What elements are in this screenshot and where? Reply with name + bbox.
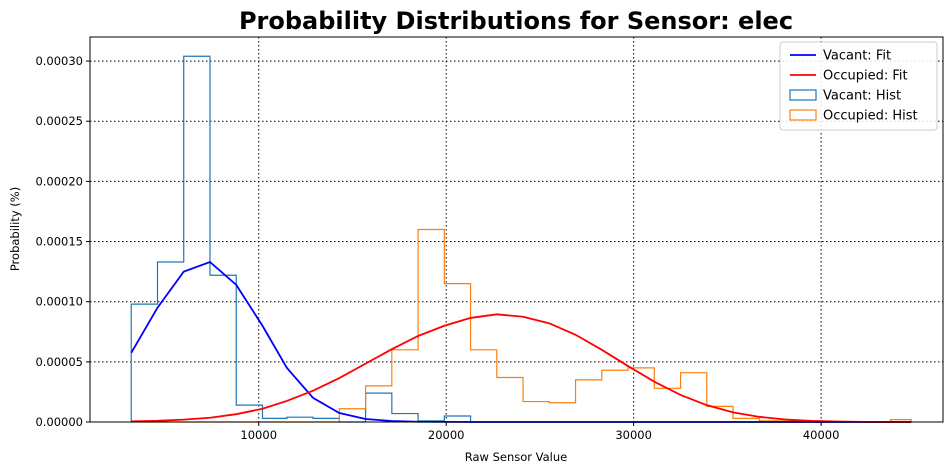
histogram-occupied-hist	[131, 228, 912, 423]
x-axis-ticks: 10000 20000 30000 40000	[240, 422, 839, 442]
legend-label: Occupied: Fit	[823, 69, 908, 84]
chart-title: Probability Distributions for Sensor: el…	[239, 7, 793, 35]
x-tick-label: 20000	[428, 428, 465, 442]
y-axis-label: Probability (%)	[8, 187, 22, 271]
fit-line-occupied-fit	[131, 313, 912, 423]
legend: Vacant: Fit Occupied: Fit Vacant: Hist Occu…	[779, 41, 938, 131]
legend-label: Occupied: Hist	[823, 109, 918, 124]
x-tick-label: 30000	[615, 428, 652, 442]
y-tick-label: 0.00030	[35, 54, 83, 68]
y-axis-ticks: 0.00000 0.00005 0.00010 0.00015 0.00020 0.000…	[35, 54, 90, 429]
x-axis-label: Raw Sensor Value	[465, 450, 568, 464]
legend-label: Vacant: Fit	[823, 49, 891, 64]
legend-box	[779, 41, 938, 131]
y-tick-label: 0.00020	[35, 174, 83, 188]
legend-swatch	[789, 109, 817, 121]
legend-swatch	[789, 89, 817, 101]
x-tick-label: 10000	[240, 428, 277, 442]
y-tick-label: 0.00025	[35, 114, 83, 128]
x-tick-label: 40000	[803, 428, 840, 442]
y-tick-label: 0.00015	[35, 235, 83, 249]
y-tick-label: 0.00010	[35, 295, 83, 309]
y-tick-label: 0.00005	[35, 355, 83, 369]
y-tick-label: 0.00000	[35, 415, 83, 429]
legend-label: Vacant: Hist	[823, 89, 901, 104]
plot-frame	[89, 36, 944, 423]
